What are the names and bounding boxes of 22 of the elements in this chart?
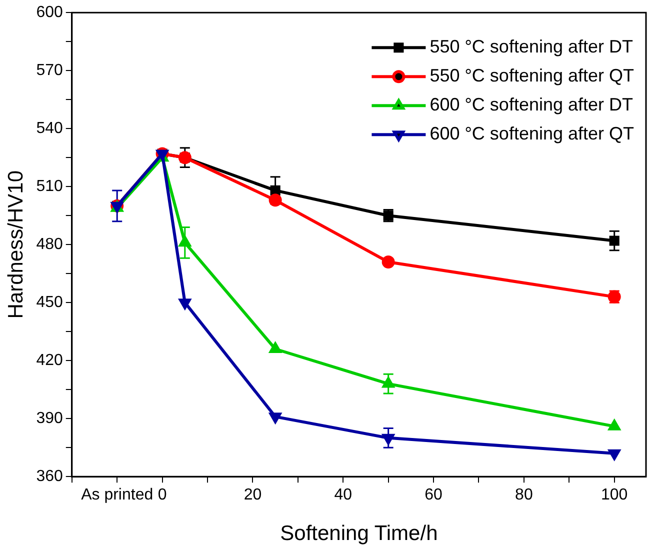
y-axis-title: Hardness/HV10 bbox=[4, 170, 28, 319]
x-tick-label: 100 bbox=[601, 486, 628, 504]
y-tick-label: 420 bbox=[36, 352, 63, 370]
y-tick-label: 480 bbox=[36, 236, 63, 254]
y-tick-label: 510 bbox=[36, 178, 63, 196]
x-tick-label: 60 bbox=[424, 486, 443, 504]
y-tick-label: 570 bbox=[36, 62, 63, 80]
legend-label: 550 °C softening after QT bbox=[430, 66, 634, 86]
legend-label: 600 °C softening after QT bbox=[430, 124, 634, 144]
y-tick-label: 600 bbox=[36, 4, 63, 22]
x-tick-label: As printed bbox=[81, 486, 154, 504]
x-axis-title: Softening Time/h bbox=[280, 522, 438, 546]
y-tick-label: 390 bbox=[36, 410, 63, 428]
y-tick-label: 540 bbox=[36, 120, 63, 138]
legend-label: 550 °C softening after DT bbox=[430, 36, 634, 57]
x-tick-label: 80 bbox=[515, 486, 533, 504]
y-tick-label: 360 bbox=[36, 468, 63, 486]
x-tick-label: 20 bbox=[244, 486, 262, 504]
x-tick-label: 40 bbox=[334, 486, 352, 504]
y-tick-label: 450 bbox=[36, 294, 63, 312]
x-tick-label: 0 bbox=[158, 486, 167, 504]
legend-label: 600 °C softening after DT bbox=[430, 94, 634, 115]
